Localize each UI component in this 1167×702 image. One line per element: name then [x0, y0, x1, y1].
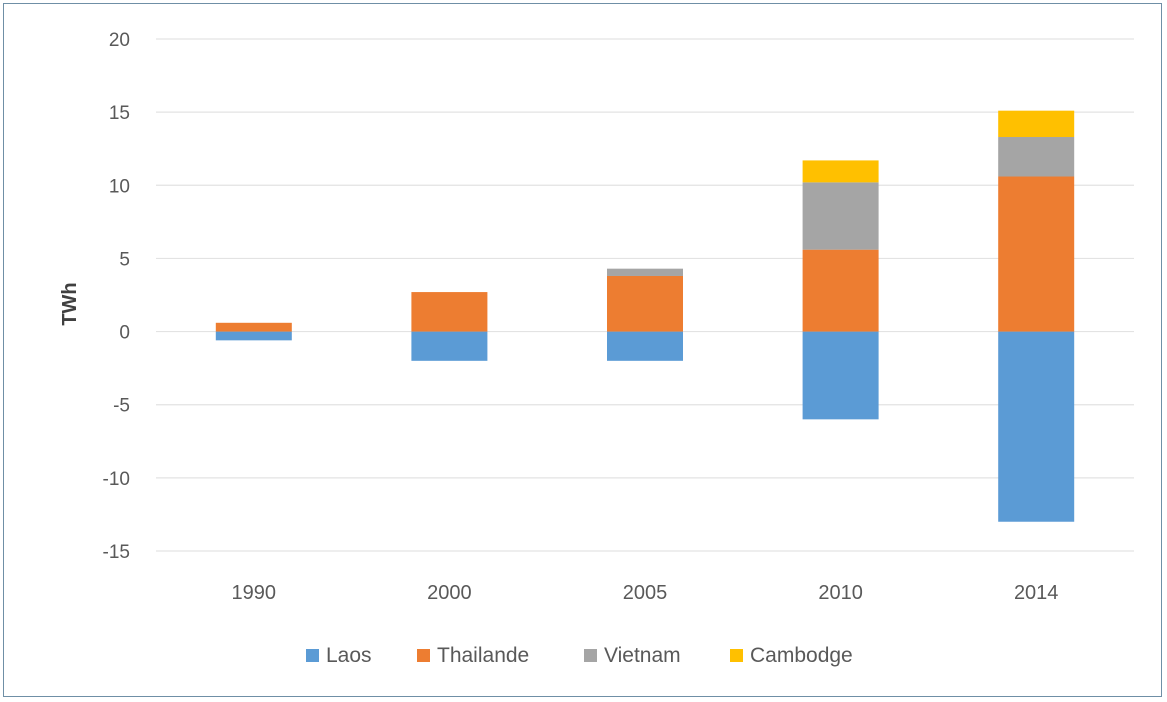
- bars: [215, 110, 1075, 522]
- y-axis-ticks: 20 15 10 5 0 -5 -10 -15: [103, 30, 130, 563]
- legend-swatch-laos: [306, 649, 319, 662]
- bar-vietnam-2014: [998, 137, 1075, 177]
- legend-label-vietnam: Vietnam: [604, 644, 681, 667]
- bar-cambodge-2010: [802, 160, 879, 183]
- legend-label-laos: Laos: [326, 644, 372, 667]
- legend-label-thailande: Thailande: [437, 644, 529, 667]
- bar-thailande-2005: [607, 275, 683, 332]
- y-tick-label: 5: [119, 249, 130, 270]
- y-axis-label: TWh: [59, 282, 81, 325]
- bar-laos-2000: [411, 331, 488, 361]
- y-tick-label: -10: [103, 469, 130, 490]
- x-tick-label: 2014: [1014, 582, 1059, 604]
- legend-swatch-cambodge: [730, 649, 743, 662]
- bar-laos-2014: [998, 331, 1075, 522]
- y-tick-label: 20: [109, 30, 130, 51]
- x-tick-label: 1990: [232, 582, 277, 604]
- y-tick-label: 15: [109, 103, 130, 124]
- bar-vietnam-2005: [607, 268, 683, 276]
- bar-vietnam-2010: [802, 182, 879, 250]
- legend: Laos Thailande Vietnam Cambodge: [306, 644, 853, 667]
- stacked-bar-chart: 20 15 10 5 0 -5 -10 -15 1990 2000 2005 2010 2014 TW…: [59, 30, 1134, 667]
- bar-laos-1990: [215, 331, 292, 341]
- bar-laos-2005: [607, 331, 683, 361]
- bar-cambodge-2014: [998, 110, 1075, 138]
- x-tick-label: 2000: [427, 582, 472, 604]
- bar-thailande-2014: [998, 176, 1075, 332]
- bar-thailande-2010: [802, 249, 879, 332]
- y-tick-label: -15: [103, 542, 130, 563]
- x-tick-label: 2005: [623, 582, 668, 604]
- chart-frame: 20 15 10 5 0 -5 -10 -15 1990 2000 2005 2010 2014 TW…: [3, 3, 1162, 697]
- legend-label-cambodge: Cambodge: [750, 644, 853, 667]
- bar-thailande-2000: [411, 292, 488, 332]
- bar-thailande-1990: [215, 322, 292, 332]
- y-tick-label: 10: [109, 176, 130, 197]
- x-axis-categories: 1990 2000 2005 2010 2014: [232, 582, 1059, 604]
- legend-swatch-thailande: [417, 649, 430, 662]
- x-tick-label: 2010: [818, 582, 863, 604]
- y-tick-label: -5: [113, 396, 130, 417]
- bar-laos-2010: [802, 331, 879, 420]
- legend-swatch-vietnam: [584, 649, 597, 662]
- y-tick-label: 0: [119, 323, 130, 344]
